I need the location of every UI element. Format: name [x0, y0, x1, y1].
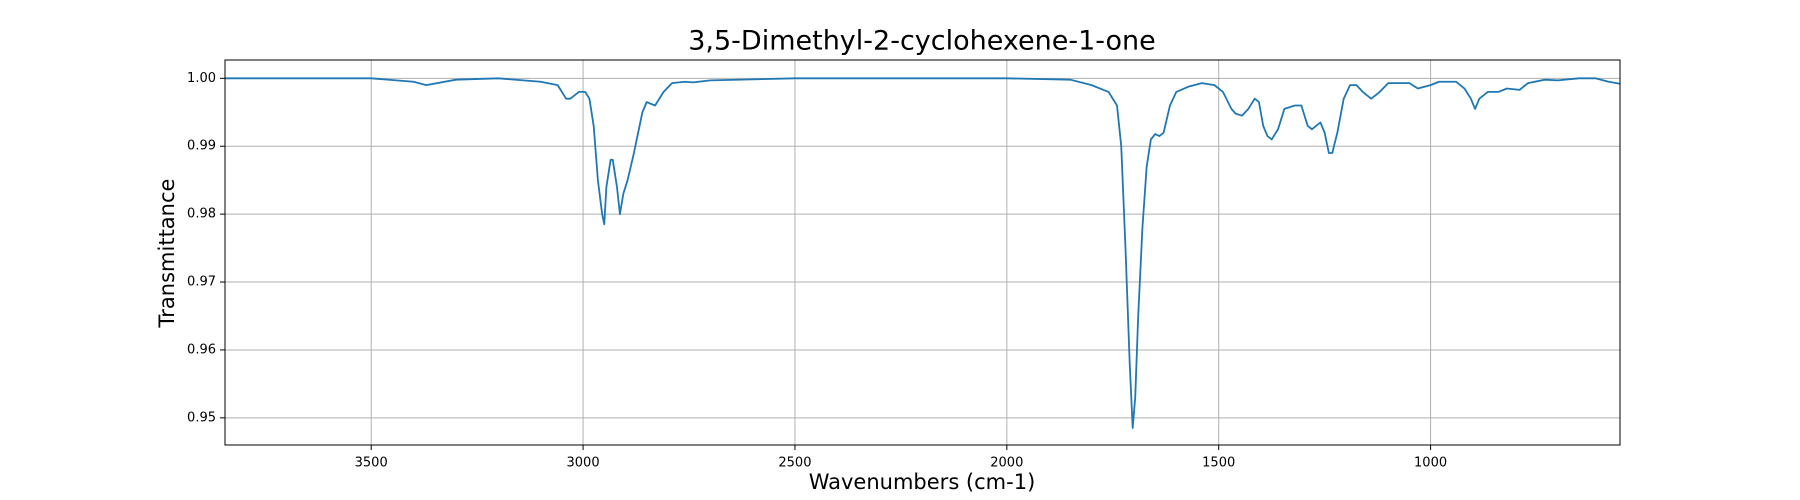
x-tick-label: 1500 — [1202, 456, 1235, 471]
x-axis-label: Wavenumbers (cm-1) — [809, 470, 1036, 494]
y-axis-label: Transmittance — [155, 179, 179, 329]
y-tick-label: 0.98 — [187, 207, 216, 222]
y-tick-label: 1.00 — [187, 71, 216, 86]
y-tick-label: 0.97 — [187, 275, 216, 290]
plot-frame — [224, 59, 1621, 446]
x-tick-label: 3000 — [567, 456, 600, 471]
x-tick-label: 2500 — [778, 456, 811, 471]
y-tick-label: 0.96 — [187, 342, 216, 357]
x-tick-label: 2000 — [990, 456, 1023, 471]
spectrum-line — [225, 77, 1620, 429]
y-tick-label: 0.99 — [187, 139, 216, 154]
x-tick-label: 1000 — [1414, 456, 1447, 471]
y-tick-label: 0.95 — [187, 410, 216, 425]
chart-title: 3,5-Dimethyl-2-cyclohexene-1-one — [688, 26, 1156, 57]
x-tick-label: 3500 — [355, 456, 388, 471]
